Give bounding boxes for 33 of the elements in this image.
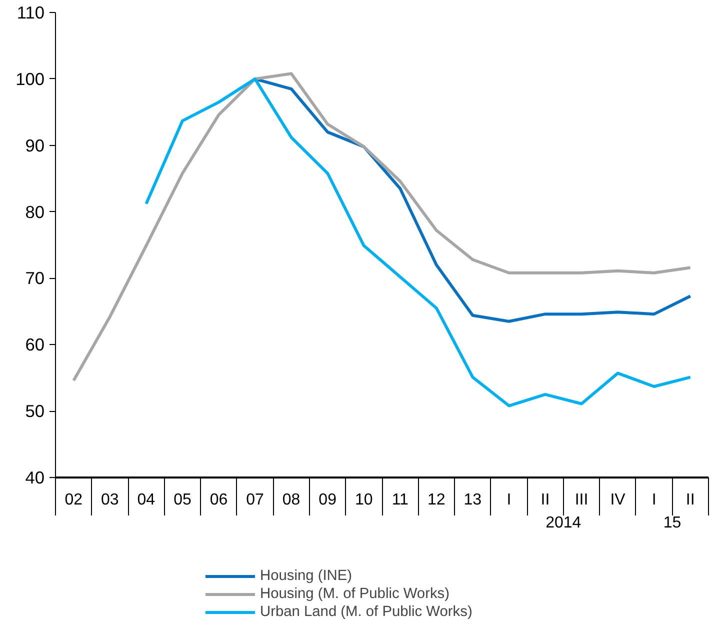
legend-label: Urban Land (M. of Public Works) — [260, 604, 472, 620]
x-tick-label: 03 — [101, 492, 119, 508]
x-tick-label: 13 — [464, 492, 482, 508]
y-tick-label: 110 — [16, 2, 45, 22]
x-tick-label: 11 — [392, 492, 409, 508]
line-series — [72, 72, 692, 382]
x-tick-label: 09 — [318, 492, 337, 508]
x-tick-label: 07 — [246, 492, 264, 508]
x-tick-label: 08 — [282, 492, 300, 508]
x-tick-label: 06 — [210, 492, 228, 508]
x-tick-label: I — [652, 492, 656, 508]
x-tick-label: 04 — [137, 492, 156, 508]
y-tick-label: 40 — [25, 468, 45, 488]
x-tick-label: II — [540, 492, 550, 508]
y-tick-label: 90 — [25, 135, 45, 156]
y-tick-label: 50 — [25, 401, 45, 422]
legend-label: Housing (M. of Public Works) — [260, 586, 450, 602]
x-tick-label: II — [686, 492, 695, 508]
x-tick-label: IV — [610, 492, 626, 508]
text: 2014 — [546, 514, 582, 532]
y-tick-label: 70 — [25, 268, 45, 288]
line-series — [144, 77, 692, 408]
text: 15 — [663, 514, 682, 532]
x-tick-label: 02 — [64, 492, 83, 508]
y-tick-label: 80 — [25, 202, 45, 222]
x-tick-label: 10 — [354, 492, 373, 508]
x-tick-label: 12 — [428, 492, 446, 508]
y-tick-label: 100 — [16, 68, 45, 89]
y-tick-label: 60 — [25, 334, 45, 355]
legend-label: Housing (INE) — [260, 568, 352, 584]
x-tick-label: I — [506, 492, 512, 508]
x-tick-label: 05 — [174, 492, 192, 508]
x-tick-label: III — [574, 492, 588, 508]
